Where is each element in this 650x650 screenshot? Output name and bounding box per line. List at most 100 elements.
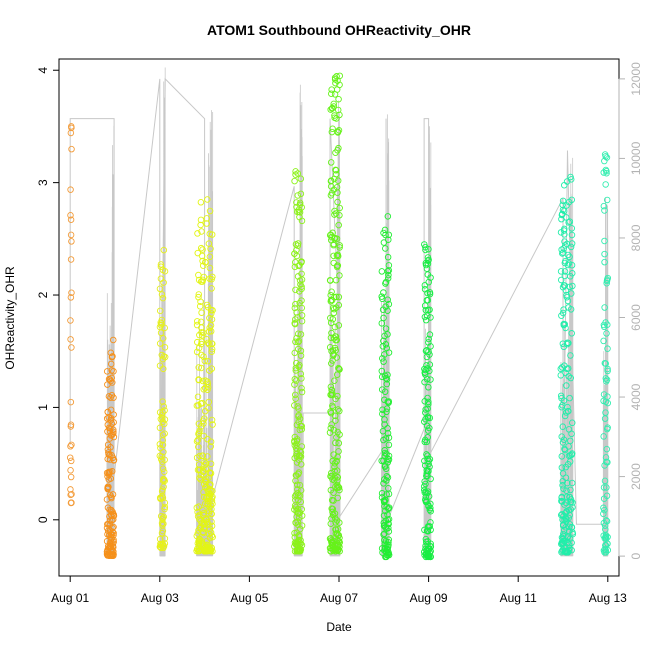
data-point	[298, 505, 305, 513]
data-point	[566, 493, 574, 501]
data-point	[298, 285, 305, 293]
data-point	[380, 480, 387, 487]
data-point	[423, 375, 431, 383]
data-point	[562, 287, 570, 294]
data-point	[336, 407, 343, 415]
data-point	[208, 416, 216, 424]
data-point	[195, 291, 203, 298]
data-point	[382, 507, 389, 515]
data-point	[385, 434, 393, 441]
data-point	[381, 388, 389, 395]
y-axis-label: OHReactivity_OHR	[3, 266, 17, 370]
data-point	[67, 317, 74, 324]
data-point	[107, 377, 114, 385]
data-point	[336, 431, 343, 438]
data-point	[561, 272, 569, 280]
data-point	[68, 124, 75, 132]
data-point	[298, 388, 306, 396]
data-point	[204, 303, 212, 311]
data-point	[196, 303, 204, 310]
data-point	[295, 510, 302, 517]
data-point	[378, 268, 386, 275]
data-point	[425, 523, 432, 531]
data-point	[110, 336, 117, 344]
data-point	[292, 364, 300, 372]
data-point	[600, 484, 608, 491]
data-point	[158, 320, 165, 327]
data-point	[329, 104, 336, 112]
data-point	[327, 231, 335, 238]
data-point	[384, 213, 392, 220]
data-point	[68, 145, 75, 153]
data-point	[424, 271, 432, 278]
data-point	[67, 216, 75, 223]
data-point	[160, 365, 167, 373]
data-point	[425, 339, 432, 346]
right-y-axis: 0 2000 4000 6000 8000 10000 12000	[618, 62, 643, 559]
data-point	[327, 291, 334, 299]
data-point	[600, 391, 608, 398]
data-point	[298, 375, 305, 382]
data-point	[203, 220, 210, 227]
data-point	[195, 542, 202, 549]
data-point	[381, 421, 388, 428]
data-point	[208, 532, 216, 539]
right-y-tick-label: 0	[629, 552, 643, 559]
data-point	[197, 221, 204, 229]
data-point	[194, 249, 202, 257]
data-point	[298, 317, 306, 325]
data-point	[560, 532, 567, 540]
data-point	[110, 529, 117, 537]
data-point	[199, 246, 206, 253]
data-point	[568, 479, 576, 487]
data-point	[333, 304, 340, 311]
data-point	[601, 207, 608, 214]
data-point	[421, 302, 429, 309]
right-y-tick-label: 6000	[629, 304, 643, 331]
data-point	[557, 392, 565, 400]
data-point	[566, 218, 574, 225]
data-point	[333, 517, 341, 524]
data-point	[567, 486, 574, 494]
data-point	[331, 323, 339, 331]
data-point	[560, 320, 568, 328]
data-point	[424, 452, 431, 459]
data-point	[378, 457, 385, 465]
data-point	[422, 493, 430, 501]
data-point	[207, 460, 215, 468]
data-point	[330, 241, 337, 249]
data-point	[560, 227, 568, 234]
data-point	[424, 260, 432, 268]
data-point	[601, 546, 608, 553]
data-point	[156, 424, 164, 432]
data-point	[557, 268, 565, 275]
data-point	[104, 485, 111, 493]
data-point	[331, 467, 338, 475]
data-point	[559, 423, 567, 430]
data-point	[103, 368, 111, 375]
y-tick-label: 2	[36, 291, 50, 298]
data-point	[193, 504, 201, 511]
data-point	[561, 412, 569, 420]
data-point	[194, 230, 201, 237]
data-point	[160, 520, 167, 528]
data-point	[380, 436, 387, 444]
data-point	[425, 493, 433, 500]
data-point	[425, 384, 432, 391]
data-point	[291, 539, 299, 546]
data-point	[208, 497, 216, 505]
data-point	[158, 351, 166, 359]
data-point	[384, 253, 392, 261]
data-point	[158, 488, 166, 495]
data-point	[335, 538, 343, 545]
data-point	[557, 372, 565, 379]
data-point	[427, 508, 434, 515]
data-point	[295, 330, 302, 338]
data-point	[295, 547, 302, 555]
data-point	[333, 371, 341, 378]
data-point	[67, 294, 75, 301]
data-point	[201, 357, 209, 365]
data-point	[108, 374, 115, 382]
data-point	[567, 290, 575, 297]
data-point	[329, 229, 336, 237]
